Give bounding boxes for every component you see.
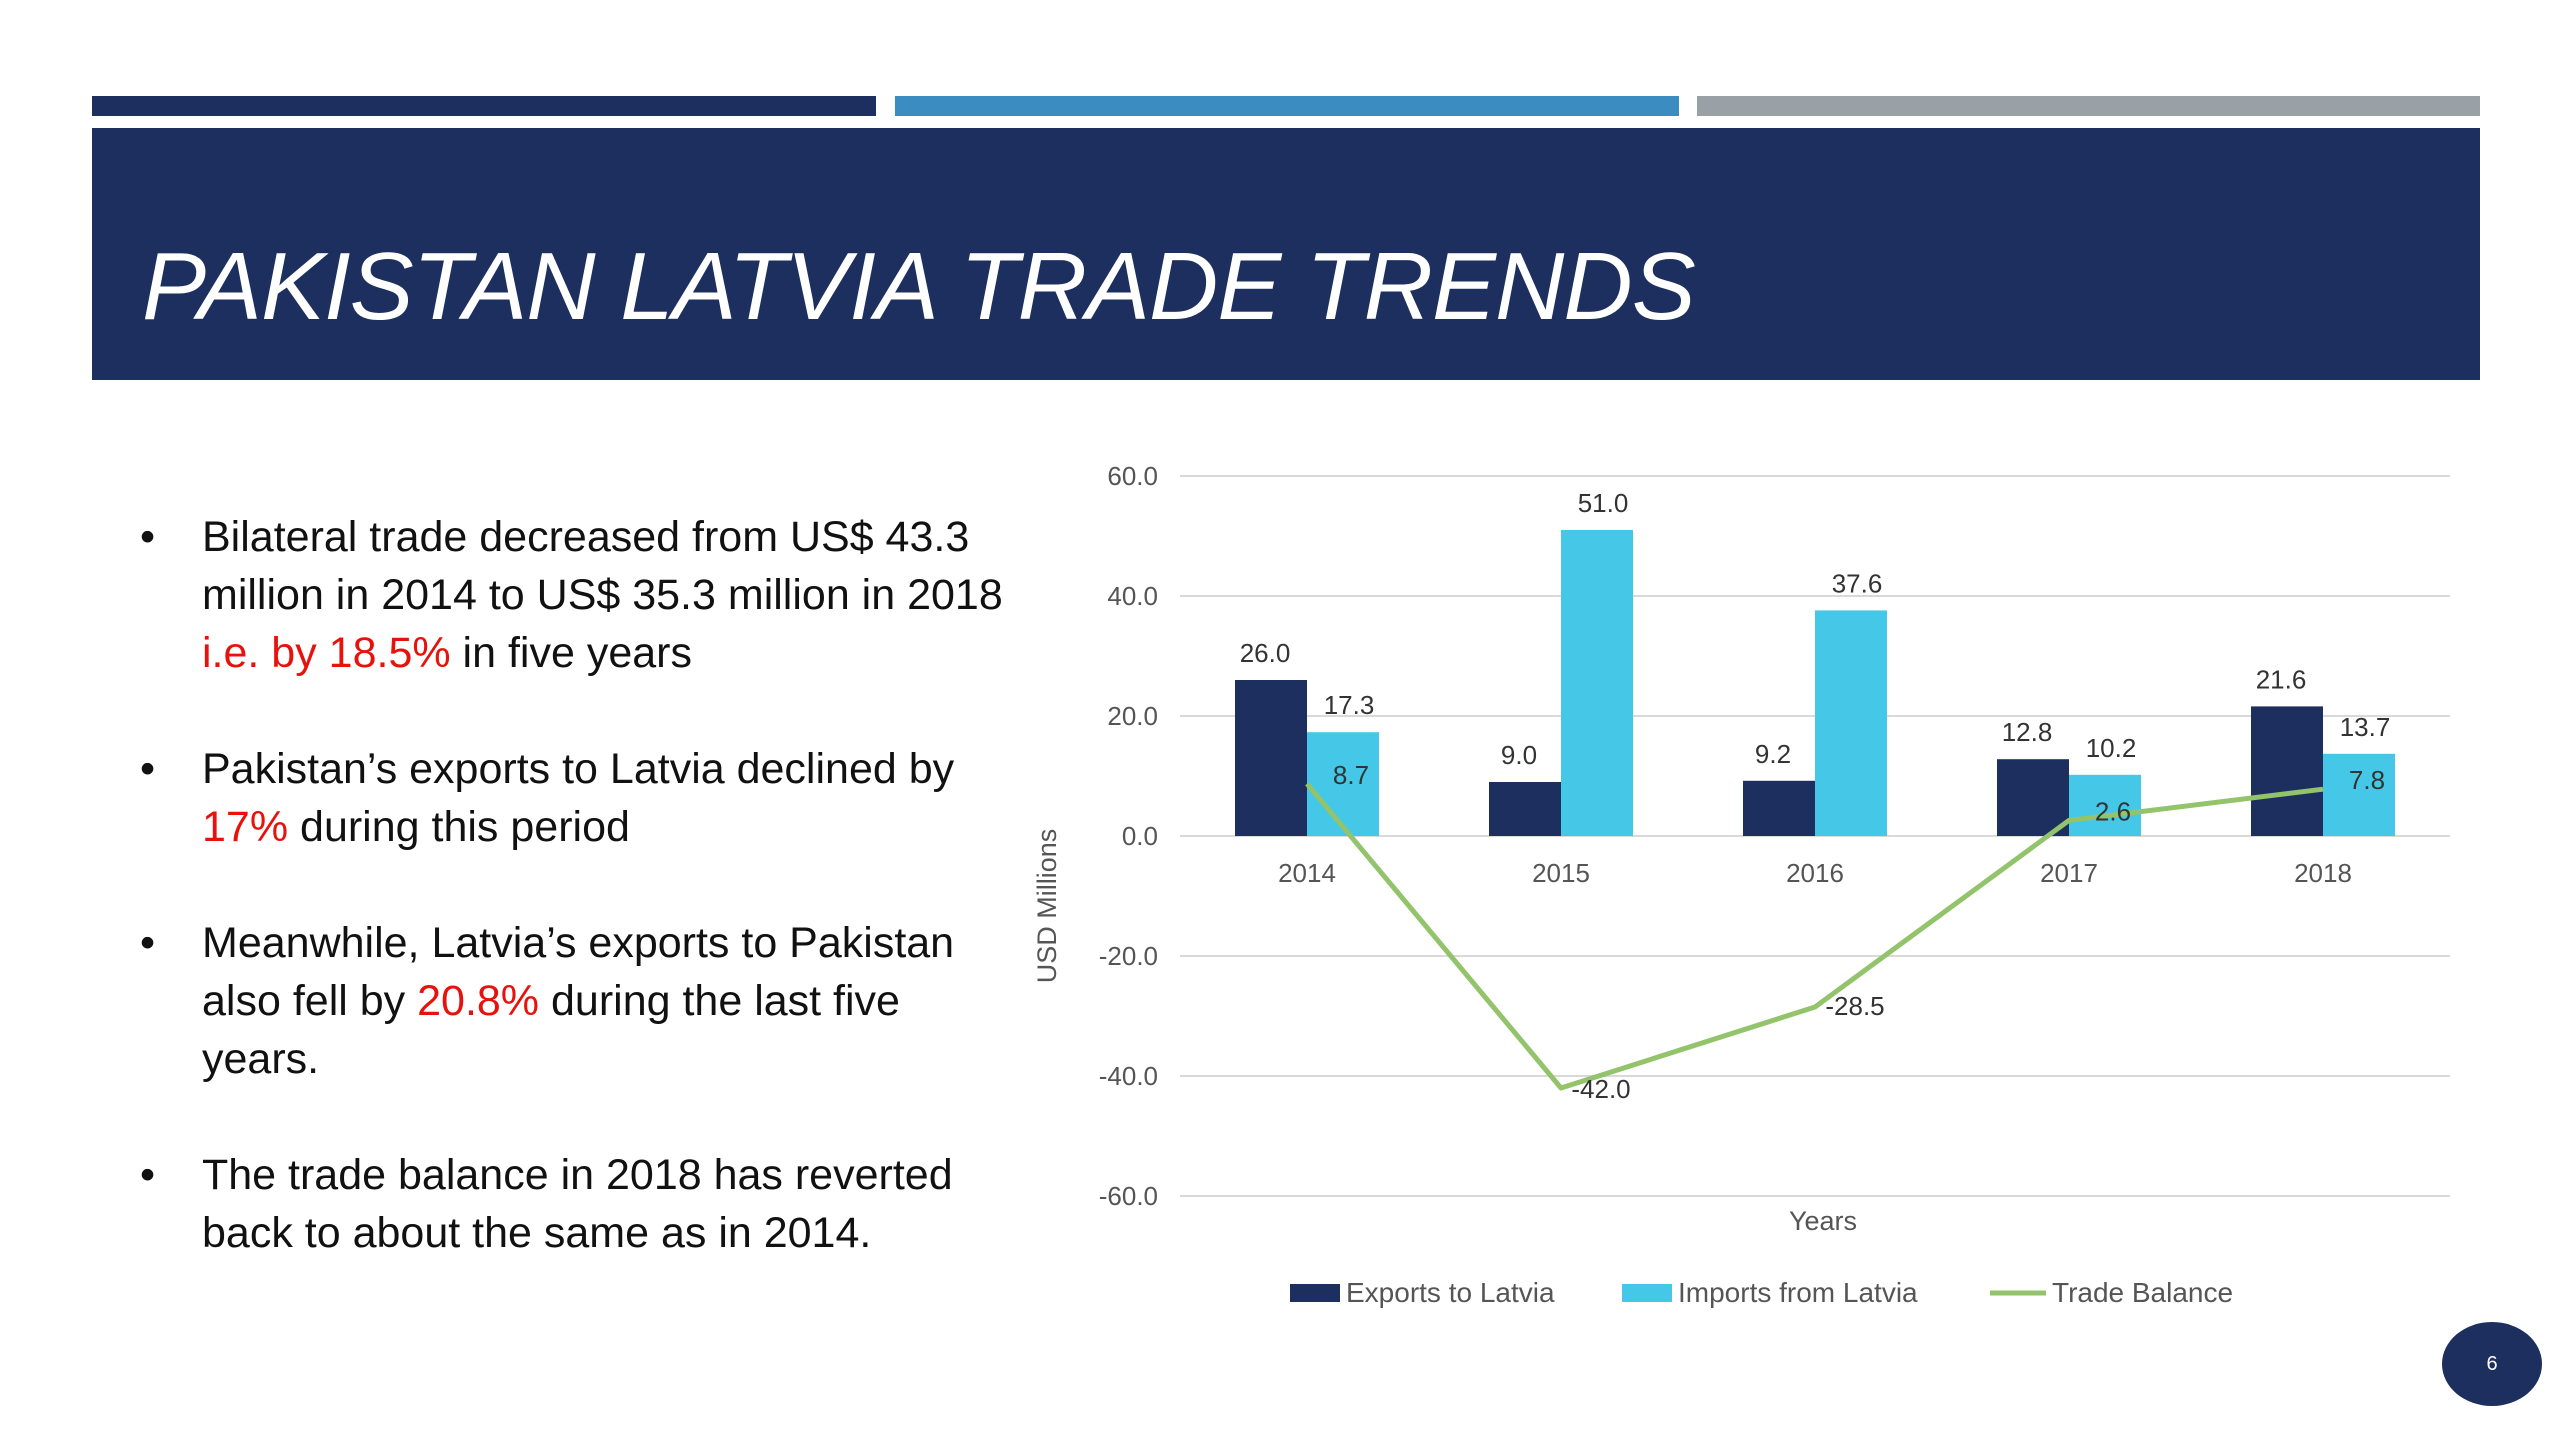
data-label-imports: 37.6 — [1832, 568, 1883, 598]
bullet-highlight: i.e. by 18.5% — [202, 629, 451, 677]
bar-exports-to-latvia — [1489, 782, 1561, 836]
x-tick-label: 2018 — [2294, 858, 2352, 888]
legend-swatch — [1622, 1284, 1672, 1302]
bullet-list: • Bilateral trade decreased from US$ 43.… — [140, 508, 1020, 1320]
x-tick-label: 2014 — [1278, 858, 1336, 888]
accent-bar-grey — [1697, 96, 2480, 116]
y-tick-label: 0.0 — [1122, 821, 1158, 851]
y-tick-label: -40.0 — [1099, 1061, 1158, 1091]
legend-label: Trade Balance — [2052, 1277, 2233, 1308]
title-band: PAKISTAN LATVIA TRADE TRENDS — [92, 128, 2480, 380]
y-tick-label: 20.0 — [1107, 701, 1158, 731]
data-label-trade-balance: 2.6 — [2095, 796, 2131, 826]
data-label-trade-balance: 8.7 — [1333, 760, 1369, 790]
bar-imports-from-latvia — [2323, 753, 2395, 836]
bullet-dot-icon: • — [140, 1151, 156, 1199]
bar-imports-from-latvia — [1307, 732, 1379, 836]
data-label-exports: 9.0 — [1501, 740, 1537, 770]
legend-label: Imports from Latvia — [1678, 1277, 1918, 1308]
bullet-text-tail: during the last five years. — [202, 977, 900, 1083]
y-tick-label: 40.0 — [1107, 581, 1158, 611]
bullet-highlight: 17% — [202, 803, 289, 851]
bar-exports-to-latvia — [1997, 759, 2069, 836]
data-label-imports: 10.2 — [2086, 733, 2137, 763]
y-tick-label: -60.0 — [1099, 1181, 1158, 1211]
x-tick-label: 2016 — [1786, 858, 1844, 888]
legend-label: Exports to Latvia — [1346, 1277, 1555, 1308]
bullet-dot-icon: • — [140, 745, 156, 793]
bullet-highlight: 20.8% — [417, 977, 540, 1025]
data-label-exports: 21.6 — [2256, 664, 2307, 694]
bar-exports-to-latvia — [1743, 780, 1815, 836]
slide-title: PAKISTAN LATVIA TRADE TRENDS — [142, 233, 1696, 340]
bullet-text: Pakistan’s exports to Latvia declined by — [202, 745, 955, 793]
bullet-text: The trade balance in 2018 has reverted b… — [202, 1151, 953, 1257]
bullet-dot-icon: • — [140, 513, 156, 561]
accent-bar-navy — [92, 96, 876, 116]
data-label-trade-balance: -42.0 — [1571, 1074, 1630, 1104]
data-label-trade-balance: 7.8 — [2349, 765, 2385, 795]
bullet-dot-icon: • — [140, 919, 156, 967]
bullet-text-tail: during this period — [288, 803, 630, 851]
data-label-exports: 12.8 — [2002, 717, 2053, 747]
data-label-imports: 17.3 — [1324, 690, 1375, 720]
data-label-imports: 51.0 — [1578, 488, 1629, 518]
accent-bar-blue — [895, 96, 1679, 116]
data-label-imports: 13.7 — [2340, 712, 2391, 742]
bar-imports-from-latvia — [1815, 610, 1887, 836]
bullet-item: • The trade balance in 2018 has reverted… — [140, 1146, 1020, 1262]
bar-exports-to-latvia — [1235, 680, 1307, 836]
bullet-item: • Meanwhile, Latvia’s exports to Pakista… — [140, 914, 1020, 1088]
y-tick-label: -20.0 — [1099, 941, 1158, 971]
data-label-trade-balance: -28.5 — [1825, 991, 1884, 1021]
top-accent-bars — [92, 96, 2480, 116]
page-number-badge: 6 — [2442, 1322, 2542, 1406]
chart-svg: 60.0 40.0 20.0 0.0 -20.0 -40.0 -60.0 USD Millio… — [1032, 461, 2450, 1308]
bullet-item: • Bilateral trade decreased from US$ 43.… — [140, 508, 1020, 682]
bullet-text-tail: in five years — [450, 629, 692, 677]
trade-balance-line — [1305, 782, 2324, 1091]
y-tick-label: 60.0 — [1107, 461, 1158, 491]
trade-chart: 60.0 40.0 20.0 0.0 -20.0 -40.0 -60.0 USD Millio… — [1020, 440, 2500, 1340]
bar-imports-from-latvia — [1561, 530, 1633, 836]
legend-swatch — [1290, 1284, 1340, 1302]
bullet-text: Meanwhile, Latvia’s exports to Pakistan … — [202, 919, 955, 1025]
x-axis-title: Years — [1789, 1206, 1857, 1236]
x-tick-label: 2017 — [2040, 858, 2098, 888]
x-tick-label: 2015 — [1532, 858, 1590, 888]
bullet-item: • Pakistan’s exports to Latvia declined … — [140, 740, 1020, 856]
bullet-text: Bilateral trade decreased from US$ 43.3 … — [202, 513, 1003, 619]
y-axis-title: USD Millions — [1032, 829, 1062, 984]
bar-imports-from-latvia — [2069, 774, 2141, 836]
data-label-exports: 26.0 — [1240, 638, 1291, 668]
data-label-exports: 9.2 — [1755, 739, 1791, 769]
bar-exports-to-latvia — [2251, 706, 2323, 836]
